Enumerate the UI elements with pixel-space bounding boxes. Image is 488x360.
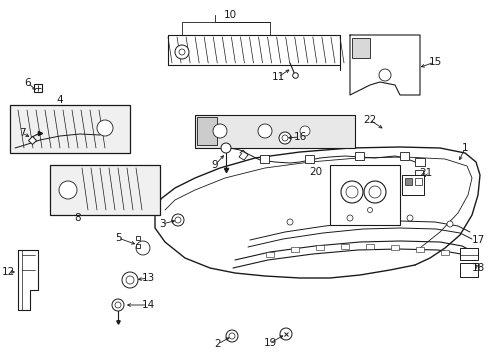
Circle shape [59, 181, 77, 199]
Bar [399, 152, 408, 160]
Circle shape [367, 207, 372, 212]
Circle shape [378, 69, 390, 81]
Circle shape [228, 333, 235, 339]
Circle shape [175, 217, 181, 223]
Bar [414, 158, 424, 166]
Circle shape [258, 124, 271, 138]
Circle shape [225, 330, 238, 342]
Bar [440, 250, 448, 255]
Circle shape [172, 214, 183, 226]
Bar [354, 152, 363, 160]
Text: 16: 16 [293, 132, 306, 142]
Bar [197, 117, 217, 145]
Bar [365, 244, 373, 249]
Circle shape [446, 221, 452, 227]
Bar [351, 38, 369, 58]
Text: 4: 4 [57, 95, 63, 105]
Circle shape [346, 215, 352, 221]
Text: 14: 14 [141, 300, 154, 310]
Text: 19: 19 [263, 338, 276, 348]
Bar [290, 247, 298, 252]
Text: 18: 18 [470, 263, 484, 273]
Circle shape [279, 132, 290, 144]
Bar [415, 247, 423, 252]
Circle shape [299, 126, 309, 136]
Circle shape [122, 272, 138, 288]
Bar [329, 165, 399, 225]
Circle shape [97, 120, 113, 136]
Bar [339, 175, 353, 185]
Bar [265, 252, 273, 257]
Circle shape [368, 186, 380, 198]
Circle shape [340, 181, 362, 203]
Circle shape [213, 124, 226, 138]
Circle shape [115, 302, 121, 308]
Text: 5: 5 [115, 233, 121, 243]
Bar [315, 245, 324, 250]
Bar [305, 155, 313, 163]
Bar [10, 105, 130, 153]
Bar [414, 170, 422, 178]
Bar [459, 248, 477, 260]
Text: 20: 20 [309, 167, 322, 177]
Bar [414, 178, 421, 185]
Bar [390, 245, 398, 250]
Text: 6: 6 [24, 78, 31, 88]
Text: 11: 11 [271, 72, 284, 82]
Text: 9: 9 [211, 160, 218, 170]
Circle shape [126, 276, 134, 284]
Text: 1: 1 [461, 143, 468, 153]
Bar [50, 165, 160, 215]
Bar [459, 263, 477, 277]
Text: 17: 17 [470, 235, 484, 245]
Text: 10: 10 [223, 10, 236, 20]
Circle shape [363, 181, 385, 203]
Circle shape [136, 241, 150, 255]
Text: 7: 7 [19, 128, 25, 138]
Circle shape [282, 135, 287, 141]
Circle shape [175, 45, 189, 59]
Text: 22: 22 [363, 115, 376, 125]
Circle shape [179, 49, 184, 55]
Circle shape [280, 328, 291, 340]
Text: 13: 13 [141, 273, 154, 283]
Bar [404, 178, 411, 185]
Circle shape [286, 219, 292, 225]
Bar [340, 244, 348, 249]
Circle shape [112, 299, 124, 311]
Text: 8: 8 [75, 213, 81, 223]
Circle shape [346, 186, 357, 198]
Text: 21: 21 [419, 168, 432, 178]
Text: 12: 12 [1, 267, 15, 277]
Circle shape [406, 215, 412, 221]
Circle shape [221, 143, 230, 153]
Text: 3: 3 [159, 219, 165, 229]
Text: 15: 15 [427, 57, 441, 67]
Bar [195, 115, 354, 148]
Bar [401, 175, 423, 195]
Bar [260, 155, 268, 163]
Text: 2: 2 [214, 339, 221, 349]
